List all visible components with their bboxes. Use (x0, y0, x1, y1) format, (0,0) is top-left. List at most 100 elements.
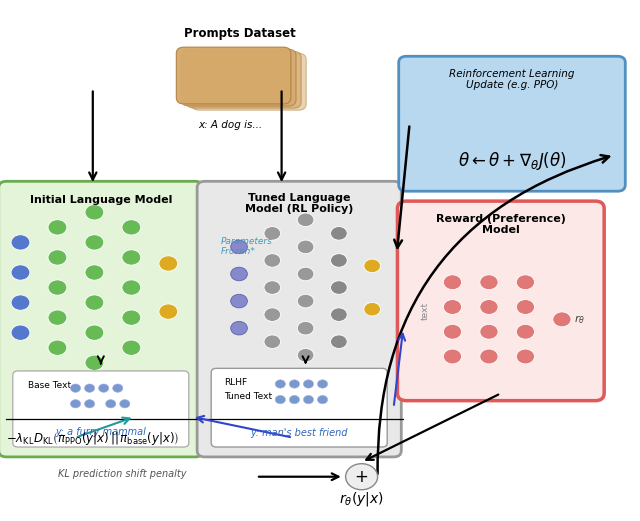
FancyBboxPatch shape (192, 54, 307, 110)
Circle shape (331, 281, 348, 294)
Text: +: + (355, 468, 369, 486)
Circle shape (85, 295, 104, 310)
Text: Parameters
Frozen*: Parameters Frozen* (221, 237, 273, 256)
Text: $-\lambda_{\mathrm{KL}}D_{\mathrm{KL}}\left(\pi_{\mathrm{PPO}}(y|x) \,||\, \pi_{: $-\lambda_{\mathrm{KL}}D_{\mathrm{KL}}\l… (6, 430, 180, 447)
Circle shape (317, 395, 328, 404)
Text: y: man's best friend: y: man's best friend (250, 428, 348, 438)
Circle shape (275, 380, 285, 388)
Circle shape (231, 240, 248, 254)
Circle shape (331, 335, 348, 349)
Circle shape (231, 294, 248, 308)
Circle shape (85, 265, 104, 280)
Circle shape (122, 340, 141, 355)
Circle shape (48, 340, 67, 355)
FancyBboxPatch shape (197, 181, 401, 457)
Circle shape (11, 325, 30, 340)
Circle shape (264, 254, 281, 267)
Circle shape (85, 355, 104, 370)
Text: Initial Language Model: Initial Language Model (29, 195, 172, 205)
Circle shape (113, 384, 123, 392)
Circle shape (11, 235, 30, 250)
Circle shape (48, 280, 67, 295)
FancyBboxPatch shape (399, 56, 625, 191)
Text: Reinforcement Learning
Update (e.g. PPO): Reinforcement Learning Update (e.g. PPO) (449, 69, 575, 90)
FancyBboxPatch shape (187, 52, 301, 108)
Circle shape (516, 324, 534, 339)
Circle shape (480, 300, 498, 314)
Circle shape (231, 267, 248, 281)
Text: $r_{\theta}$: $r_{\theta}$ (573, 313, 585, 326)
Text: $r_{\theta}(y|x)$: $r_{\theta}(y|x)$ (339, 490, 384, 508)
Circle shape (106, 400, 116, 408)
Circle shape (48, 310, 67, 325)
Circle shape (85, 325, 104, 340)
Circle shape (264, 281, 281, 294)
Circle shape (85, 205, 104, 220)
Circle shape (516, 300, 534, 314)
Circle shape (231, 321, 248, 335)
Circle shape (264, 308, 281, 321)
Circle shape (298, 321, 314, 335)
Circle shape (122, 220, 141, 235)
Circle shape (331, 227, 348, 240)
Circle shape (120, 400, 130, 408)
Circle shape (444, 349, 461, 364)
Circle shape (85, 235, 104, 250)
Circle shape (364, 302, 380, 316)
Circle shape (275, 395, 285, 404)
Circle shape (516, 349, 534, 364)
Circle shape (11, 295, 30, 310)
FancyBboxPatch shape (397, 201, 604, 401)
Circle shape (298, 213, 314, 227)
FancyBboxPatch shape (211, 368, 387, 447)
Circle shape (444, 324, 461, 339)
Circle shape (99, 384, 109, 392)
Circle shape (317, 380, 328, 388)
FancyBboxPatch shape (177, 47, 291, 104)
Text: Reward (Preference)
Model: Reward (Preference) Model (436, 214, 566, 235)
Circle shape (298, 240, 314, 254)
FancyBboxPatch shape (0, 181, 203, 457)
Circle shape (289, 395, 300, 404)
Circle shape (159, 304, 178, 319)
Circle shape (70, 400, 81, 408)
Circle shape (264, 227, 281, 240)
Circle shape (264, 335, 281, 349)
Circle shape (159, 256, 178, 271)
Circle shape (84, 400, 95, 408)
Circle shape (289, 380, 300, 388)
Circle shape (298, 267, 314, 281)
Circle shape (122, 250, 141, 265)
Text: x: A dog is...: x: A dog is... (198, 120, 262, 130)
FancyBboxPatch shape (13, 371, 189, 447)
Text: Tuned Text: Tuned Text (224, 392, 272, 401)
Circle shape (298, 294, 314, 308)
Circle shape (70, 384, 81, 392)
Circle shape (303, 380, 314, 388)
Circle shape (553, 312, 571, 327)
Text: y: a furry mammal: y: a furry mammal (56, 427, 146, 437)
Circle shape (303, 395, 314, 404)
Circle shape (298, 349, 314, 362)
Circle shape (331, 308, 348, 321)
Circle shape (480, 324, 498, 339)
FancyBboxPatch shape (182, 49, 296, 106)
Text: Tuned Language
Model (RL Policy): Tuned Language Model (RL Policy) (245, 193, 353, 214)
Circle shape (480, 275, 498, 290)
Circle shape (346, 464, 378, 490)
Text: $\theta \leftarrow \theta + \nabla_{\theta}J(\theta)$: $\theta \leftarrow \theta + \nabla_{\the… (458, 150, 566, 172)
Circle shape (444, 300, 461, 314)
Circle shape (11, 265, 30, 280)
Circle shape (48, 250, 67, 265)
Circle shape (516, 275, 534, 290)
Circle shape (122, 310, 141, 325)
Circle shape (84, 384, 95, 392)
Text: KL prediction shift penalty: KL prediction shift penalty (58, 469, 186, 479)
Circle shape (331, 254, 348, 267)
Circle shape (364, 259, 380, 272)
Circle shape (480, 349, 498, 364)
Text: Prompts Dataset: Prompts Dataset (184, 28, 296, 41)
Circle shape (122, 280, 141, 295)
Circle shape (444, 275, 461, 290)
Text: text: text (421, 302, 430, 320)
